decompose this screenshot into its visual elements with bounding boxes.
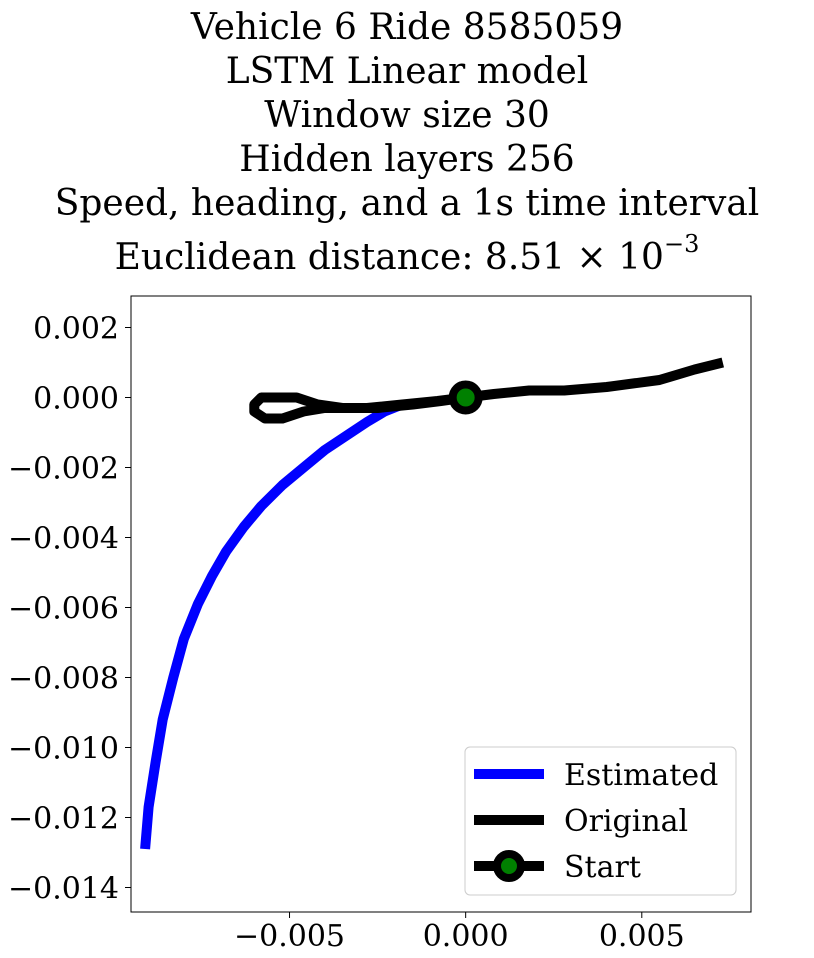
chart-title: Vehicle 6 Ride 8585059 LSTM Linear model… (0, 6, 814, 280)
title-line-distance: Euclidean distance: 8.51 × 10−3 (0, 226, 814, 280)
x-tick-label: 0.005 (599, 919, 685, 954)
x-tick-label: 0.000 (423, 919, 509, 954)
title-line-features: Speed, heading, and a 1s time interval (54, 183, 760, 224)
y-tick-label: −0.002 (8, 452, 119, 487)
series-layer (140, 357, 725, 850)
ticks-layer: −0.005 0.000 0.005 0.002 0.000 −0.002 −0.004 −0… (8, 312, 685, 955)
legend-start-marker (493, 850, 525, 882)
axes-frame (130, 295, 752, 913)
y-tick-label: −0.004 (8, 522, 119, 557)
legend-label: Start (564, 850, 641, 885)
y-tick-label: −0.010 (8, 732, 119, 767)
x-tick-label: −0.005 (234, 919, 345, 954)
title-line-model: LSTM Linear model (225, 51, 589, 92)
title-line-vehicle: Vehicle 6 Ride 8585059 (190, 7, 624, 48)
y-tick-label: 0.002 (33, 312, 119, 347)
legend-box (464, 746, 737, 896)
series-estimated-line (140, 399, 405, 850)
legend: Estimated Original Start (464, 746, 737, 896)
y-tick-label: 0.000 (33, 382, 119, 417)
y-tick-label: −0.012 (8, 802, 119, 837)
distance-text: Euclidean distance: 8.51 × 10 (114, 237, 664, 278)
y-tick-label: −0.014 (8, 872, 119, 907)
title-line-hidden: Hidden layers 256 (239, 139, 575, 180)
start-marker (448, 380, 483, 415)
y-tick-label: −0.008 (8, 662, 119, 697)
y-tick-label: −0.006 (8, 592, 119, 627)
title-line-window: Window size 30 (264, 95, 550, 136)
legend-label: Original (564, 804, 688, 839)
legend-label: Estimated (564, 758, 718, 793)
distance-exponent: −3 (663, 230, 700, 258)
series-original-line (249, 357, 725, 424)
